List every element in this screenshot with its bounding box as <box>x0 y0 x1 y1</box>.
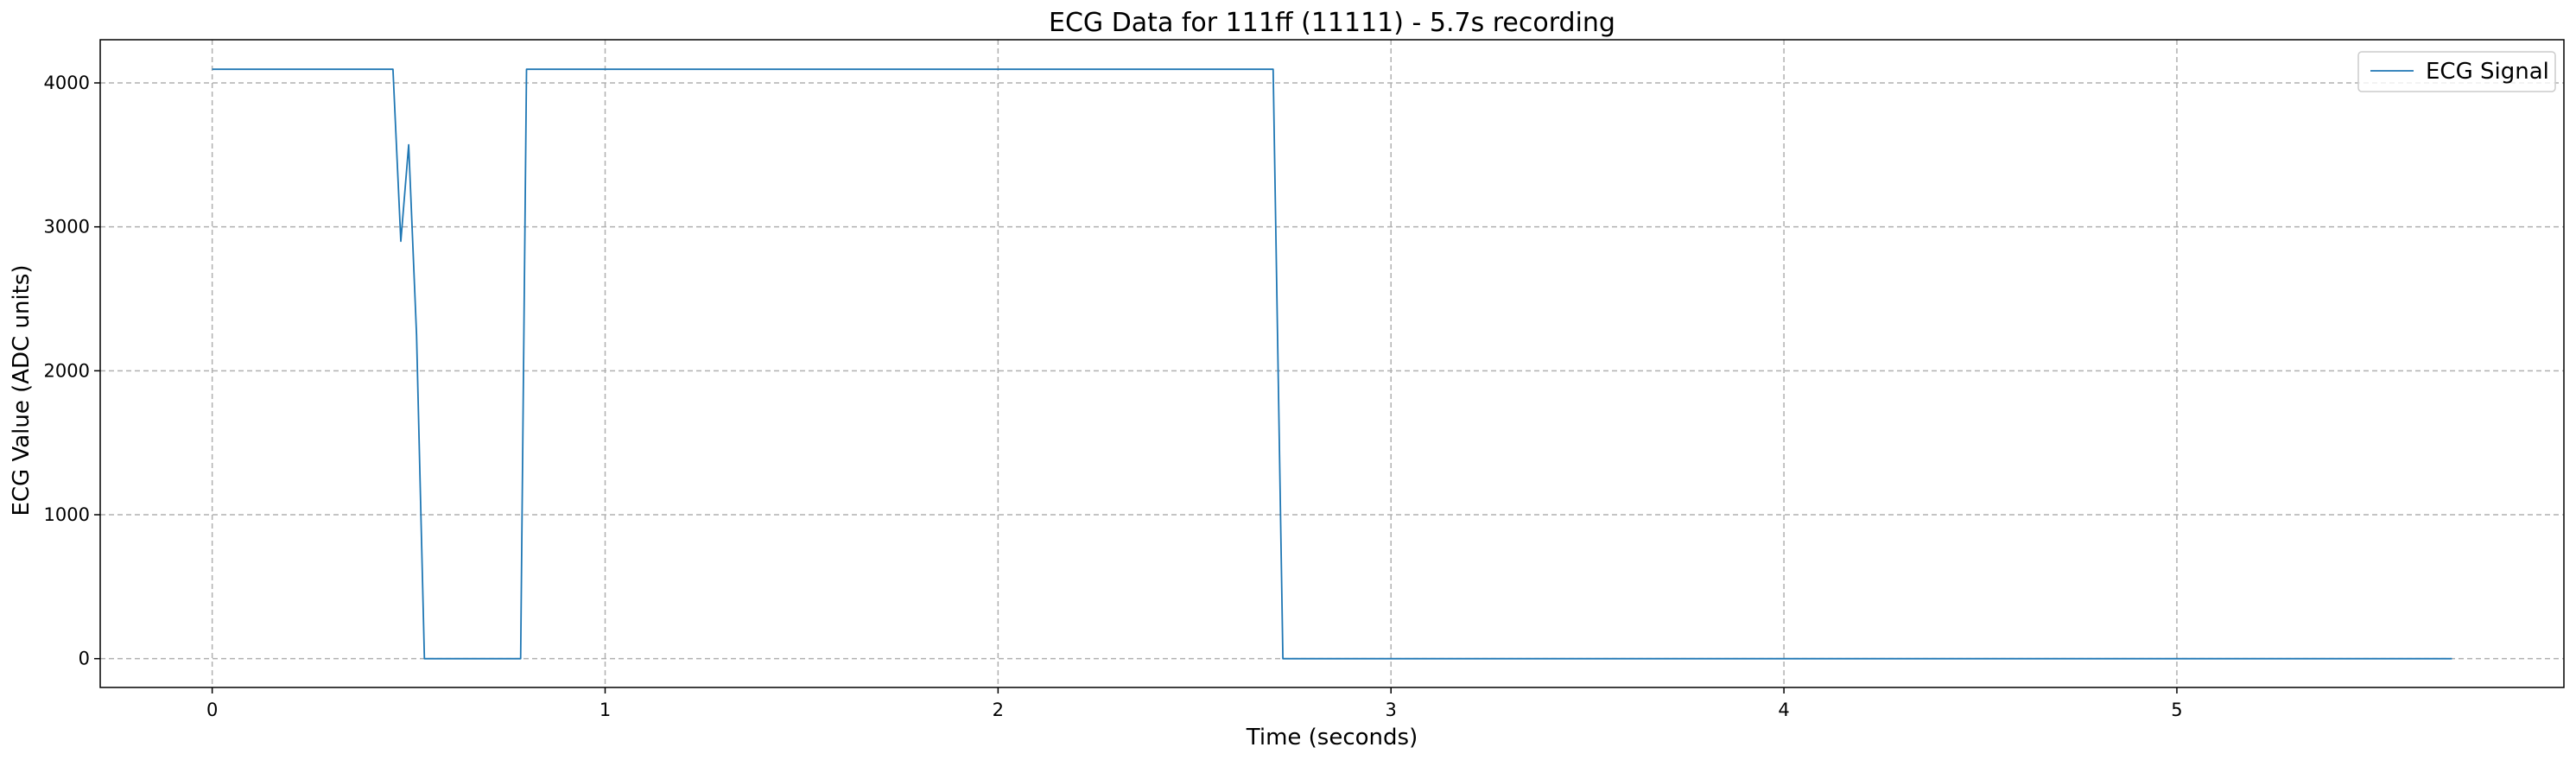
plot-area-frame <box>99 39 2565 688</box>
axis-ticks: 0 1 2 3 4 5 0 1000 2000 3000 4000 <box>44 73 2183 720</box>
x-tick-label: 0 <box>206 700 218 720</box>
y-tick-label: 2000 <box>44 360 90 381</box>
series-line-ecg-signal <box>212 68 2452 660</box>
y-tick-label: 0 <box>79 649 90 669</box>
legend: ECG Signal <box>2357 51 2556 92</box>
y-tick-label: 4000 <box>44 73 90 93</box>
grid <box>100 40 2564 687</box>
series-layer <box>212 68 2452 660</box>
y-axis-label: ECG Value (ADC units) <box>9 264 35 516</box>
x-tick-label: 2 <box>993 700 1004 720</box>
legend-box <box>2357 51 2556 92</box>
legend-label-ecg-signal: ECG Signal <box>2426 59 2549 85</box>
x-axis-label: Time (seconds) <box>1246 725 1418 750</box>
x-tick-label: 3 <box>1386 700 1397 720</box>
x-tick-label: 5 <box>2171 700 2182 720</box>
x-tick-label: 1 <box>600 700 611 720</box>
y-tick-label: 1000 <box>44 504 90 525</box>
y-tick-label: 3000 <box>44 217 90 238</box>
chart-title: ECG Data for 111ff (11111) - 5.7s record… <box>1049 8 1615 38</box>
x-tick-label: 4 <box>1778 700 1789 720</box>
